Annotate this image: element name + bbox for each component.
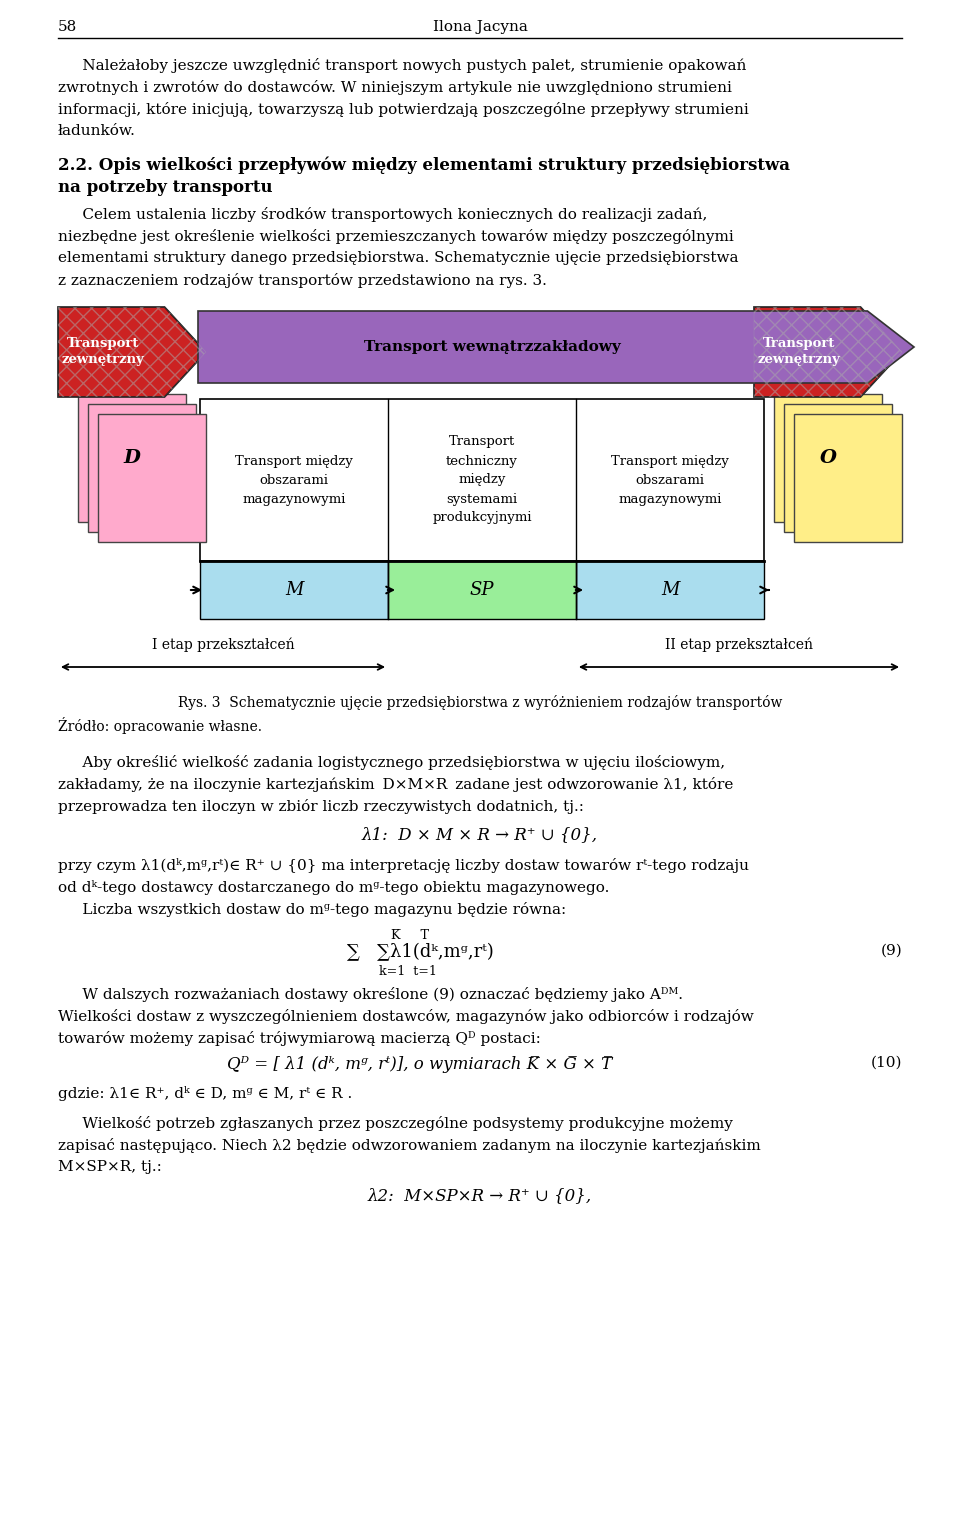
Text: informacji, które inicjują, towarzyszą lub potwierdzają poszczególne przepływy s: informacji, które inicjują, towarzyszą l… xyxy=(58,101,749,117)
Bar xyxy=(200,561,388,619)
Text: Celem ustalenia liczby środków transportowych koniecznych do realizacji zadań,: Celem ustalenia liczby środków transport… xyxy=(58,207,708,222)
Text: Rys. 3  Schematycznie ujęcie przedsiębiorstwa z wyróżnieniem rodzajów transportó: Rys. 3 Schematycznie ujęcie przedsiębior… xyxy=(178,694,782,710)
Text: niezbędne jest określenie wielkości przemieszczanych towarów między poszczególny: niezbędne jest określenie wielkości prze… xyxy=(58,228,733,244)
Text: zapisać następująco. Niech λ2 będzie odwzorowaniem zadanym na iloczynie kartezja: zapisać następująco. Niech λ2 będzie odw… xyxy=(58,1138,760,1153)
Text: W dalszych rozważaniach dostawy określone (9) oznaczać będziemy jako Aᴰᴹ.: W dalszych rozważaniach dostawy określon… xyxy=(58,986,683,1002)
Text: Transport wewnątrzzakładowy: Transport wewnątrzzakładowy xyxy=(364,340,621,354)
Text: k=1  t=1: k=1 t=1 xyxy=(379,965,437,977)
Text: zwrotnych i zwrotów do dostawców. W niniejszym artykule nie uwzględniono strumie: zwrotnych i zwrotów do dostawców. W nini… xyxy=(58,80,732,95)
Text: przy czym λ1(dᵏ,mᵍ,rᵗ)∈ R⁺ ∪ {0} ma interpretację liczby dostaw towarów rᵗ-tego : przy czym λ1(dᵏ,mᵍ,rᵗ)∈ R⁺ ∪ {0} ma inte… xyxy=(58,858,749,873)
Text: Transport między
obszarami
magazynowymi: Transport między obszarami magazynowymi xyxy=(235,454,353,505)
Text: towarów możemy zapisać trójwymiarową macierzą Qᴰ postaci:: towarów możemy zapisać trójwymiarową mac… xyxy=(58,1030,540,1045)
Bar xyxy=(774,393,882,522)
Bar xyxy=(200,399,764,561)
Text: na potrzeby transportu: na potrzeby transportu xyxy=(58,179,273,197)
Text: D: D xyxy=(124,449,140,468)
Text: elementami struktury danego przedsiębiorstwa. Schematycznie ujęcie przedsiębiors: elementami struktury danego przedsiębior… xyxy=(58,251,738,265)
Text: λ2:  M×SP×R → R⁺ ∪ {0},: λ2: M×SP×R → R⁺ ∪ {0}, xyxy=(368,1188,592,1204)
Text: Ilona Jacyna: Ilona Jacyna xyxy=(433,20,527,33)
Text: Transport
zewnętrzny: Transport zewnętrzny xyxy=(61,337,144,366)
Bar xyxy=(88,404,196,533)
Text: Źródło: opracowanie własne.: Źródło: opracowanie własne. xyxy=(58,717,262,734)
Text: 58: 58 xyxy=(58,20,77,33)
Text: M×SP×R, tj.:: M×SP×R, tj.: xyxy=(58,1160,162,1174)
Bar xyxy=(388,561,576,619)
Bar xyxy=(78,393,186,522)
Text: Qᴰ = [ λ1 (dᵏ, mᵍ, rᵗ)], o wymiarach K̅ × G̅ × T̅: Qᴰ = [ λ1 (dᵏ, mᵍ, rᵗ)], o wymiarach K̅ … xyxy=(228,1056,612,1073)
Bar xyxy=(98,415,206,542)
Text: λ1:  D × M × R → R⁺ ∪ {0},: λ1: D × M × R → R⁺ ∪ {0}, xyxy=(362,826,598,843)
Text: II etap przekształceń: II etap przekształceń xyxy=(665,637,813,652)
Text: zakładamy, że na iloczynie kartezjańskim  D×M×R  zadane jest odwzorowanie λ1, kt: zakładamy, że na iloczynie kartezjańskim… xyxy=(58,778,733,791)
Text: Wielkość potrzeb zgłaszanych przez poszczególne podsystemy produkcyjne możemy: Wielkość potrzeb zgłaszanych przez poszc… xyxy=(58,1117,732,1132)
Bar xyxy=(576,561,764,619)
Text: Wielkości dostaw z wyszczególnieniem dostawców, magazynów jako odbiorców i rodza: Wielkości dostaw z wyszczególnieniem dos… xyxy=(58,1009,754,1024)
Text: ładunków.: ładunków. xyxy=(58,124,136,138)
Polygon shape xyxy=(58,307,206,396)
Text: O: O xyxy=(820,449,836,468)
Text: SP: SP xyxy=(469,581,494,599)
Text: K̅     T̅: K̅ T̅ xyxy=(391,929,429,943)
Text: (10): (10) xyxy=(871,1056,902,1070)
Text: Transport
zewnętrzny: Transport zewnętrzny xyxy=(757,337,840,366)
Text: Transport między
obszarami
magazynowymi: Transport między obszarami magazynowymi xyxy=(612,454,729,505)
Text: ∑   ∑λ1(dᵏ,mᵍ,rᵗ): ∑ ∑λ1(dᵏ,mᵍ,rᵗ) xyxy=(347,943,493,961)
Text: Aby określić wielkość zadania logistycznego przedsiębiorstwa w ujęciu ilościowym: Aby określić wielkość zadania logistyczn… xyxy=(58,755,725,770)
Text: M: M xyxy=(660,581,679,599)
Text: I etap przekształceń: I etap przekształceń xyxy=(152,637,295,652)
Text: M: M xyxy=(285,581,303,599)
Bar xyxy=(794,415,902,542)
Polygon shape xyxy=(198,312,914,383)
Text: gdzie: λ1∈ R⁺, dᵏ ∈ D, mᵍ ∈ M, rᵗ ∈ R .: gdzie: λ1∈ R⁺, dᵏ ∈ D, mᵍ ∈ M, rᵗ ∈ R . xyxy=(58,1086,352,1101)
Text: od dᵏ-tego dostawcy dostarczanego do mᵍ-tego obiektu magazynowego.: od dᵏ-tego dostawcy dostarczanego do mᵍ-… xyxy=(58,881,610,896)
Polygon shape xyxy=(754,307,902,396)
Text: z zaznaczeniem rodzajów transportów przedstawiono na rys. 3.: z zaznaczeniem rodzajów transportów prze… xyxy=(58,272,547,287)
Text: 2.2. Opis wielkości przepływów między elementami struktury przedsiębiorstwa: 2.2. Opis wielkości przepływów między el… xyxy=(58,156,790,174)
Text: przeprowadza ten iloczyn w zbiór liczb rzeczywistych dodatnich, tj.:: przeprowadza ten iloczyn w zbiór liczb r… xyxy=(58,799,584,814)
Text: Transport
techniczny
między
systemami
produkcyjnymi: Transport techniczny między systemami pr… xyxy=(432,436,532,525)
Text: Liczba wszystkich dostaw do mᵍ-tego magazynu będzie równa:: Liczba wszystkich dostaw do mᵍ-tego maga… xyxy=(58,902,566,917)
Bar xyxy=(784,404,892,533)
Text: (9): (9) xyxy=(880,944,902,958)
Text: Należałoby jeszcze uwzględnić transport nowych pustych palet, strumienie opakowa: Należałoby jeszcze uwzględnić transport … xyxy=(58,57,746,73)
